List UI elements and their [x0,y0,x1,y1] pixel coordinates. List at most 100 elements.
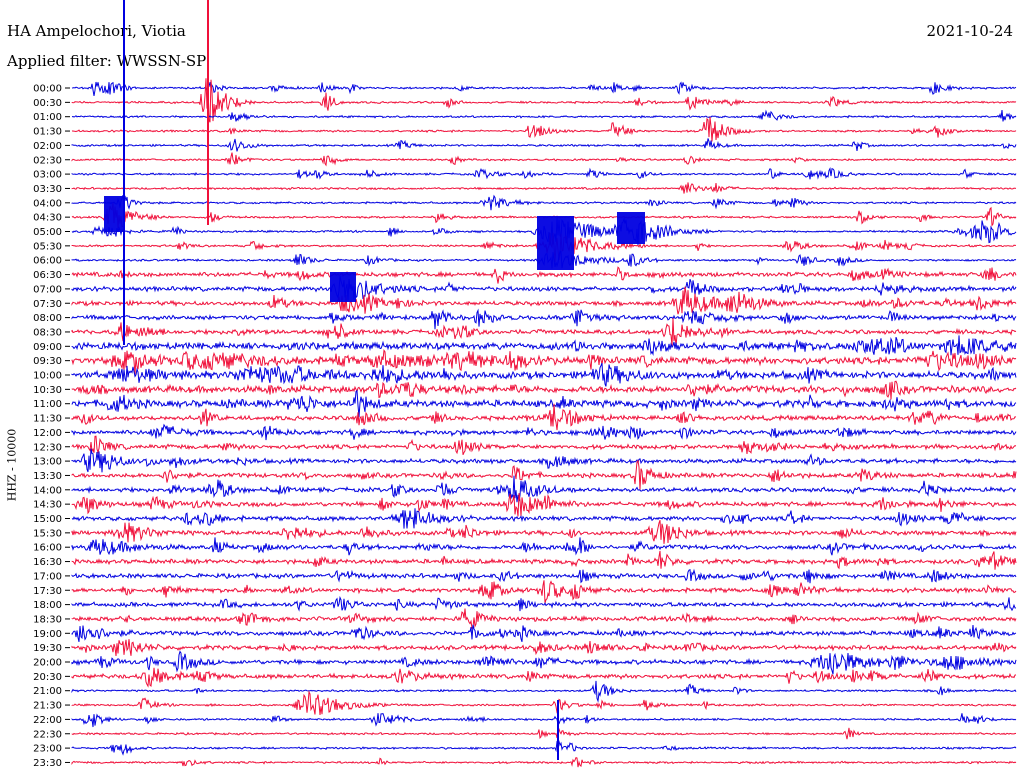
row-time-label: 00:00 [33,84,62,95]
row-time-label: 16:00 [33,543,62,554]
trace-row-1900 [71,624,1017,643]
row-time-label: 15:00 [33,514,62,525]
trace-row-0000 [71,81,1017,96]
trace-row-1030 [71,380,1017,400]
trace-row-2200 [71,712,1017,728]
trace-row-1600 [71,537,1017,556]
trace-row-1630 [71,550,1017,570]
trace-row-1430 [71,493,1017,517]
row-time-label: 11:30 [33,414,62,425]
row-time-label: 16:30 [33,557,62,568]
trace-row-0730 [71,286,1017,315]
row-time-label: 23:00 [33,744,62,755]
row-time-label: 21:30 [33,701,62,712]
trace-row-0830 [71,318,1017,347]
row-time-label: 18:30 [33,614,62,625]
trace-row-1300 [71,448,1017,473]
row-time-label: 06:00 [33,256,62,267]
trace-row-2000 [71,650,1017,675]
trace-row-0700 [71,276,1017,301]
row-time-label: 22:30 [33,729,62,740]
row-time-label: 20:30 [33,672,62,683]
trace-row-1730 [71,580,1017,604]
trace-row-1830 [71,608,1017,629]
trace-row-0930 [71,349,1017,375]
saturated-event [537,216,574,270]
row-time-label: 07:30 [33,299,62,310]
row-time-label: 22:00 [33,715,62,726]
trace-row-0300 [71,166,1017,180]
trace-row-1800 [71,595,1017,612]
row-time-label: 01:30 [33,127,62,138]
row-time-label: 23:30 [33,758,62,769]
row-time-label: 12:30 [33,442,62,453]
row-time-label: 19:30 [33,643,62,654]
saturated-event [104,196,124,232]
row-time-label: 09:30 [33,356,62,367]
row-time-label: 14:30 [33,500,62,511]
row-time-label: 21:00 [33,686,62,697]
trace-row-0200 [71,138,1017,152]
row-time-label: 11:00 [33,399,62,410]
trace-row-0400 [71,194,1017,211]
row-time-label: 04:00 [33,198,62,209]
trace-row-1930 [71,639,1017,657]
row-time-label: 20:00 [33,658,62,669]
row-time-label: 08:30 [33,327,62,338]
row-time-label: 18:00 [33,600,62,611]
trace-row-0330 [71,182,1017,194]
row-time-label: 12:00 [33,428,62,439]
row-time-label: 03:00 [33,170,62,181]
trace-row-1100 [71,389,1017,418]
trace-row-2330 [71,756,1017,768]
trace-row-0900 [71,335,1017,356]
trace-row-1500 [71,508,1017,529]
trace-row-0630 [71,266,1017,284]
row-time-label: 04:30 [33,213,62,224]
trace-row-1230 [71,435,1017,455]
row-time-label: 08:00 [33,313,62,324]
saturated-event [617,212,645,244]
row-time-label: 13:00 [33,457,62,468]
trace-row-0230 [71,152,1017,167]
trace-row-2230 [71,727,1017,740]
row-time-label: 05:30 [33,241,62,252]
trace-row-1000 [71,362,1017,387]
row-time-label: 00:30 [33,98,62,109]
trace-row-2100 [71,680,1017,703]
trace-row-1200 [71,423,1017,441]
row-time-label: 01:00 [33,112,62,123]
row-time-label: 06:30 [33,270,62,281]
row-time-label: 19:00 [33,629,62,640]
row-time-label: 10:30 [33,385,62,396]
trace-row-0130 [71,117,1017,142]
row-time-label: 14:00 [33,485,62,496]
trace-row-1530 [71,520,1017,544]
row-time-label: 17:30 [33,586,62,597]
row-time-label: 02:30 [33,155,62,166]
trace-row-2030 [71,667,1017,688]
saturated-event [330,272,356,302]
row-time-label: 09:00 [33,342,62,353]
trace-row-0100 [71,109,1017,122]
row-time-label: 15:30 [33,528,62,539]
filter-label: Applied filter: WWSSN-SP [7,52,207,70]
date-label: 2021-10-24 [926,22,1013,40]
row-time-label: 10:00 [33,371,62,382]
trace-row-1400 [71,475,1017,503]
trace-row-1700 [71,568,1017,584]
trace-row-0800 [71,308,1017,330]
row-time-label: 05:00 [33,227,62,238]
trace-row-2130 [71,690,1017,715]
trace-row-1130 [71,403,1017,431]
row-time-label: 07:00 [33,284,62,295]
trace-row-0030 [71,78,1017,123]
row-time-label: 17:00 [33,571,62,582]
row-time-label: 13:30 [33,471,62,482]
row-time-label: 02:00 [33,141,62,152]
trace-row-1330 [71,459,1017,490]
row-time-label: 03:30 [33,184,62,195]
station-title: HA Ampelochori, Viotia [7,22,186,40]
